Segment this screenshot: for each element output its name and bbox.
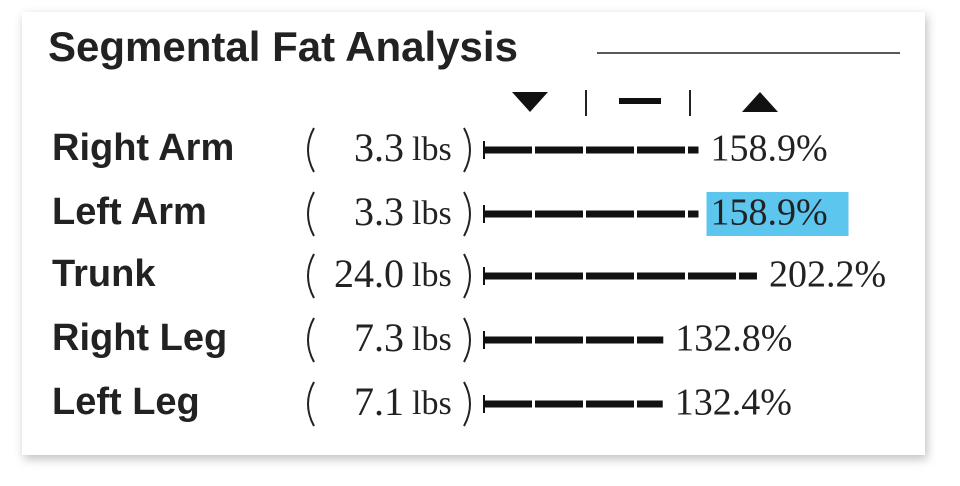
percent-label: 158.9% bbox=[711, 192, 828, 234]
unit: lbs bbox=[412, 257, 452, 294]
unit: lbs bbox=[412, 131, 452, 168]
mass: 7.3 bbox=[354, 315, 404, 360]
unit: lbs bbox=[412, 195, 452, 232]
mass: 3.3 bbox=[354, 189, 404, 234]
close-paren bbox=[463, 191, 471, 237]
unit: lbs bbox=[412, 321, 452, 358]
open-paren bbox=[307, 127, 315, 173]
mass: 24.0 bbox=[334, 251, 404, 296]
highlight bbox=[706, 192, 849, 236]
segment-name: Right Leg bbox=[52, 317, 227, 359]
percent-label: 132.8% bbox=[675, 318, 792, 360]
percent-label: 158.9% bbox=[711, 128, 828, 170]
segment-name: Left Arm bbox=[52, 191, 207, 233]
mass: 3.3 bbox=[354, 125, 404, 170]
segment-name: Right Arm bbox=[52, 127, 234, 169]
normal-icon bbox=[619, 98, 661, 104]
scale-header bbox=[512, 90, 778, 116]
close-paren bbox=[463, 317, 471, 363]
close-paren bbox=[463, 253, 471, 299]
mass: 7.1 bbox=[354, 379, 404, 424]
segment-name: Trunk bbox=[52, 253, 156, 295]
unit: lbs bbox=[412, 385, 452, 422]
close-paren bbox=[463, 127, 471, 173]
high-icon bbox=[742, 92, 778, 112]
open-paren bbox=[307, 317, 315, 363]
rows: Right Arm 3.3 lbs 158.9%Left Arm 3.3 lbs 158.9… bbox=[52, 125, 886, 427]
open-paren bbox=[307, 253, 315, 299]
open-paren bbox=[307, 381, 315, 427]
segment-name: Left Leg bbox=[52, 381, 200, 423]
title: Segmental Fat Analysis bbox=[48, 23, 518, 70]
close-paren bbox=[463, 381, 471, 427]
low-icon bbox=[512, 92, 548, 112]
percent-label: 132.4% bbox=[675, 382, 792, 424]
open-paren bbox=[307, 191, 315, 237]
percent-label: 202.2% bbox=[769, 254, 886, 296]
